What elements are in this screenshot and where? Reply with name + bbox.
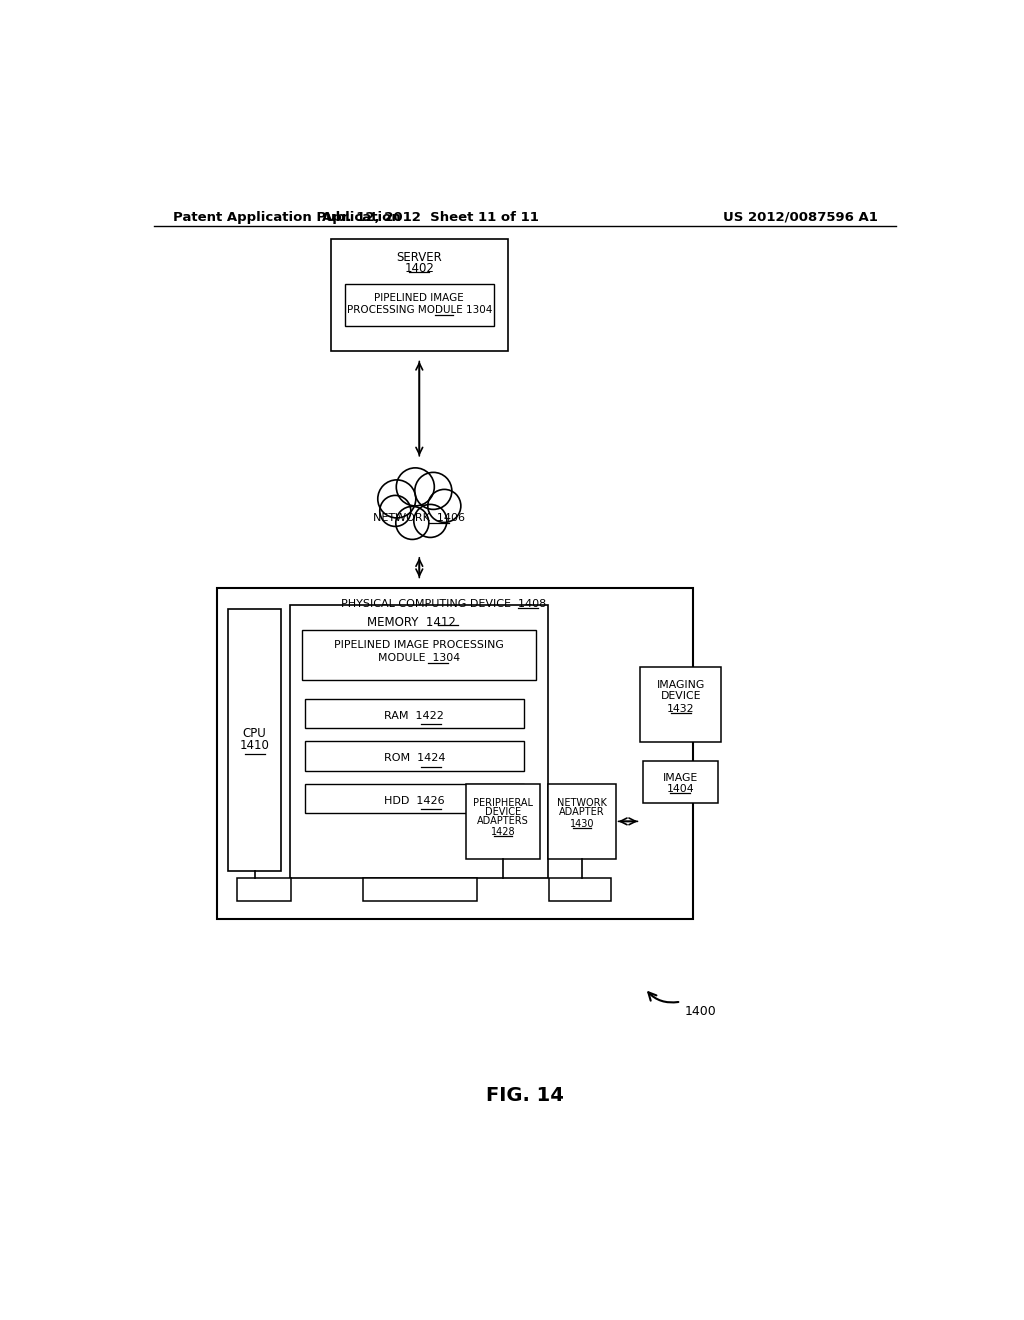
Bar xyxy=(304,700,524,729)
Text: MODULE  1304: MODULE 1304 xyxy=(378,653,460,663)
Text: ROM  1424: ROM 1424 xyxy=(384,754,445,763)
Text: 1410: 1410 xyxy=(240,739,269,752)
Bar xyxy=(364,878,477,902)
Text: 1428: 1428 xyxy=(490,826,515,837)
Circle shape xyxy=(380,495,411,527)
Text: DEVICE: DEVICE xyxy=(660,692,701,701)
Circle shape xyxy=(414,504,446,537)
Text: PERIPHERAL: PERIPHERAL xyxy=(473,797,534,808)
Text: US 2012/0087596 A1: US 2012/0087596 A1 xyxy=(723,211,878,224)
Bar xyxy=(643,760,718,803)
Bar xyxy=(304,742,524,771)
Text: 1400: 1400 xyxy=(685,1006,717,1019)
Text: 1432: 1432 xyxy=(667,704,694,714)
Circle shape xyxy=(415,473,452,510)
Text: FIG. 14: FIG. 14 xyxy=(485,1086,564,1105)
Bar xyxy=(466,784,541,859)
Bar xyxy=(548,784,615,859)
Bar xyxy=(237,878,291,902)
Text: MEMORY  1412: MEMORY 1412 xyxy=(367,615,456,628)
Bar xyxy=(228,609,281,871)
Text: RAM  1422: RAM 1422 xyxy=(384,711,444,721)
Text: DEVICE: DEVICE xyxy=(485,807,521,817)
Text: IMAGE: IMAGE xyxy=(663,774,698,783)
Text: 1404: 1404 xyxy=(667,784,694,793)
Bar xyxy=(290,605,548,878)
Text: PIPELINED IMAGE: PIPELINED IMAGE xyxy=(375,293,464,304)
Text: HDD  1426: HDD 1426 xyxy=(384,796,444,805)
Text: NETWORK  1406: NETWORK 1406 xyxy=(374,512,465,523)
Bar xyxy=(550,878,611,902)
Text: PROCESSING MODULE 1304: PROCESSING MODULE 1304 xyxy=(346,305,492,314)
Text: 1430: 1430 xyxy=(569,818,594,829)
Text: SERVER: SERVER xyxy=(396,251,442,264)
Text: CPU: CPU xyxy=(243,727,266,741)
Circle shape xyxy=(378,480,416,517)
Text: Apr. 12, 2012  Sheet 11 of 11: Apr. 12, 2012 Sheet 11 of 11 xyxy=(323,211,540,224)
Text: ADAPTER: ADAPTER xyxy=(559,807,604,817)
Text: IMAGING: IMAGING xyxy=(656,681,705,690)
Text: Patent Application Publication: Patent Application Publication xyxy=(173,211,400,224)
Bar xyxy=(640,667,721,742)
Bar xyxy=(345,284,494,326)
Text: PIPELINED IMAGE PROCESSING: PIPELINED IMAGE PROCESSING xyxy=(334,640,504,651)
Bar xyxy=(304,784,524,813)
Bar xyxy=(331,239,508,351)
Bar xyxy=(301,630,537,680)
Circle shape xyxy=(428,490,461,523)
Circle shape xyxy=(396,467,434,506)
Text: 1402: 1402 xyxy=(404,263,434,276)
Bar xyxy=(217,589,692,919)
Text: ADAPTERS: ADAPTERS xyxy=(477,816,529,826)
Text: PHYSICAL COMPUTING DEVICE  1408: PHYSICAL COMPUTING DEVICE 1408 xyxy=(341,599,546,609)
Text: NETWORK: NETWORK xyxy=(557,797,606,808)
Circle shape xyxy=(396,507,429,540)
